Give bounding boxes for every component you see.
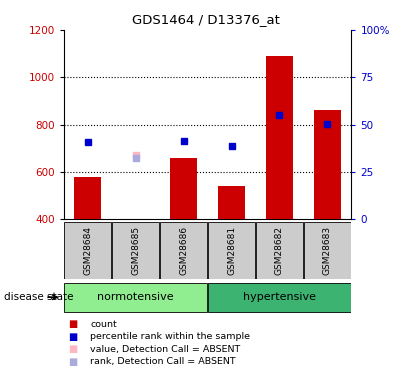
Text: ■: ■	[68, 320, 77, 329]
Bar	[160, 222, 207, 279]
Bar	[256, 222, 303, 279]
Bar	[314, 111, 341, 219]
Text: count: count	[90, 320, 117, 329]
Text: GSM28686: GSM28686	[179, 226, 188, 275]
Text: GSM28682: GSM28682	[275, 226, 284, 275]
Bar	[208, 222, 255, 279]
Text: ■: ■	[68, 344, 77, 354]
Bar	[208, 282, 351, 312]
Text: hypertensive: hypertensive	[243, 292, 316, 302]
Bar	[112, 222, 159, 279]
Bar	[64, 282, 207, 312]
Text: GDS1464 / D13376_at: GDS1464 / D13376_at	[132, 13, 279, 26]
Bar	[171, 158, 197, 219]
Bar	[74, 177, 101, 219]
Text: normotensive: normotensive	[97, 292, 174, 302]
Text: GSM28685: GSM28685	[131, 226, 140, 275]
Text: ■: ■	[68, 357, 77, 366]
Bar	[266, 56, 293, 219]
Text: value, Detection Call = ABSENT: value, Detection Call = ABSENT	[90, 345, 241, 354]
Text: percentile rank within the sample: percentile rank within the sample	[90, 332, 250, 341]
Text: rank, Detection Call = ABSENT: rank, Detection Call = ABSENT	[90, 357, 236, 366]
Text: GSM28684: GSM28684	[83, 226, 92, 275]
Bar	[218, 186, 245, 219]
Bar	[304, 222, 351, 279]
Text: ■: ■	[68, 332, 77, 342]
Text: GSM28681: GSM28681	[227, 226, 236, 275]
Text: GSM28683: GSM28683	[323, 226, 332, 275]
Bar	[64, 222, 111, 279]
Text: disease state: disease state	[4, 292, 74, 302]
